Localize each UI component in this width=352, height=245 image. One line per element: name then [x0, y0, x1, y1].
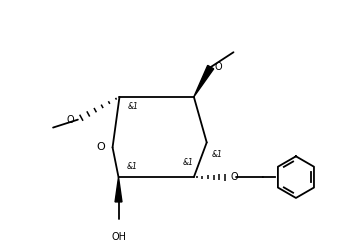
Polygon shape	[194, 65, 214, 97]
Text: &1: &1	[126, 162, 137, 171]
Text: O: O	[215, 62, 222, 72]
Polygon shape	[115, 177, 122, 202]
Text: O: O	[231, 172, 238, 182]
Text: &1: &1	[127, 102, 138, 111]
Text: &1: &1	[183, 158, 194, 167]
Text: OH: OH	[111, 232, 126, 242]
Text: O: O	[96, 142, 105, 152]
Text: &1: &1	[212, 150, 222, 159]
Text: O: O	[66, 115, 74, 125]
